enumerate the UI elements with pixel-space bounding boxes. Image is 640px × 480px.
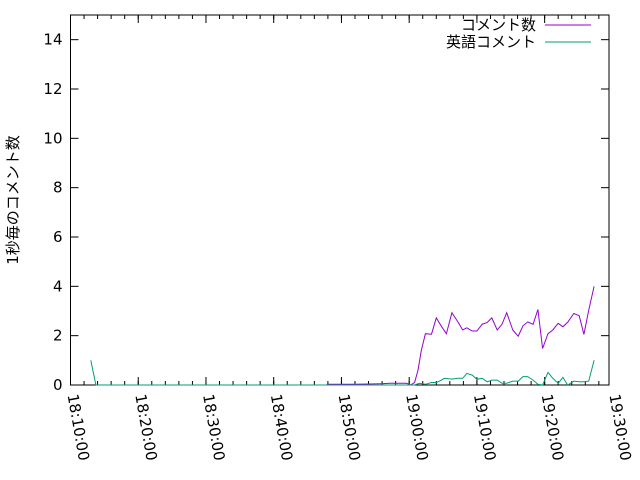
y-tick-label: 8 xyxy=(53,179,63,197)
plot-frame xyxy=(70,14,610,386)
x-tick-label: 18:20:00 xyxy=(131,393,160,462)
x-tick-label: 18:50:00 xyxy=(335,393,364,462)
y-tick-label: 0 xyxy=(53,376,63,394)
y-axis-label: 1秒毎のコメント数 xyxy=(4,135,22,265)
x-tick-label: 19:10:00 xyxy=(470,393,499,462)
series-group xyxy=(90,286,595,386)
x-tick-label: 19:20:00 xyxy=(538,393,567,462)
x-tick-label: 19:30:00 xyxy=(605,393,634,462)
x-tick-label: 18:10:00 xyxy=(64,393,93,462)
legend-label: 英語コメント xyxy=(446,33,536,51)
x-tick-label: 18:30:00 xyxy=(199,393,228,462)
x-tick-label: 19:00:00 xyxy=(402,393,431,462)
series-line-2 xyxy=(90,360,595,386)
legend-label: コメント数 xyxy=(461,16,536,34)
y-tick-label: 14 xyxy=(43,31,62,49)
y-tick-label: 6 xyxy=(53,228,63,246)
axes: 0 2 4 6 8 10 12 14 18:10:00 18:20:00 18:30:00 18:40… xyxy=(43,14,635,462)
x-tick-label: 18:40:00 xyxy=(267,393,296,462)
y-tick-label: 2 xyxy=(53,327,63,345)
y-tick-label: 4 xyxy=(53,277,63,295)
series-line-1 xyxy=(326,286,595,386)
y-tick-label: 10 xyxy=(43,129,62,147)
y-tick-label: 12 xyxy=(43,80,62,98)
